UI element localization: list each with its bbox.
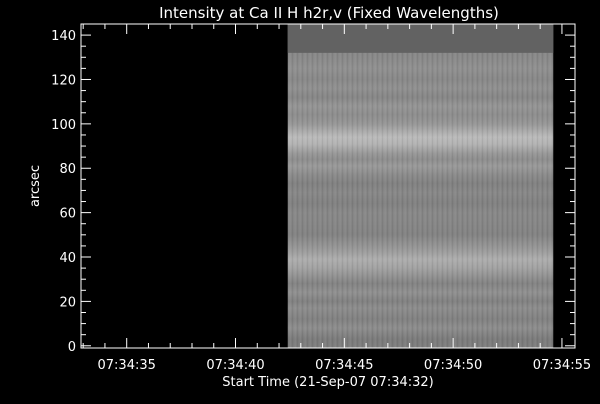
x-tick-label: 07:34:55 (533, 358, 591, 373)
intensity-streaks (287, 24, 554, 348)
chart-title: Intensity at Ca II H h2r,v (Fixed Wavele… (159, 4, 499, 22)
x-tick-label: 07:34:50 (424, 358, 482, 373)
x-tick-label: 07:34:45 (315, 358, 373, 373)
x-axis-ticks (82, 24, 563, 348)
plot-frame (80, 23, 576, 349)
y-tick-label: 100 (51, 118, 76, 133)
y-tick-label: 0 (68, 340, 76, 355)
y-tick-label: 80 (59, 162, 76, 177)
y-tick-label: 60 (59, 207, 76, 222)
x-tick-label: 07:34:40 (206, 358, 264, 373)
y-tick-label: 40 (59, 251, 76, 266)
x-tick-label: 07:34:35 (98, 358, 156, 373)
y-axis-tick-labels: 0 20 40 60 80 100 120 140 (51, 29, 76, 355)
y-tick-label: 20 (59, 295, 76, 310)
x-axis-tick-labels: 07:34:35 07:34:40 07:34:45 07:34:50 07:34:55 (98, 358, 592, 373)
y-axis-ticks (81, 23, 575, 347)
intensity-fill-region (287, 24, 554, 53)
y-tick-label: 140 (51, 29, 76, 44)
y-axis-label: arcsec (28, 165, 43, 207)
x-axis-label: Start Time (21-Sep-07 07:34:32) (222, 375, 433, 390)
y-tick-label: 120 (51, 73, 76, 88)
